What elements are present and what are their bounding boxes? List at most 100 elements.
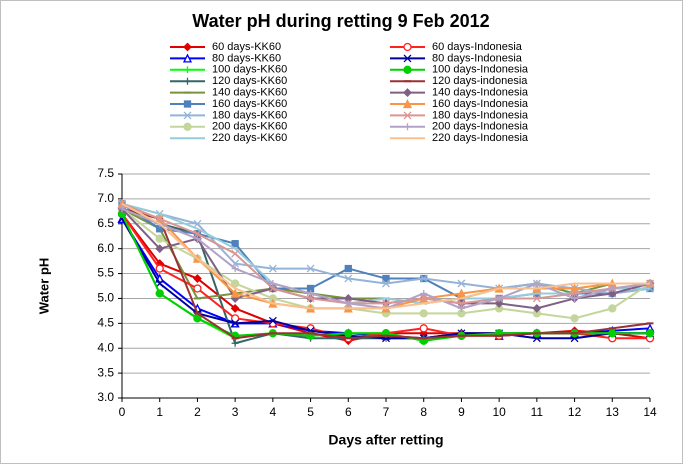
marker: [457, 299, 466, 308]
marker: [608, 284, 616, 292]
marker: [532, 303, 542, 313]
legend-item: 160 days-KK60: [170, 98, 287, 110]
legend-label: 220 days-KK60: [212, 132, 287, 144]
legend-item: 120 days-indonesia: [390, 75, 528, 87]
marker: [420, 289, 428, 297]
marker: [344, 299, 352, 307]
marker: [231, 265, 239, 273]
x-tick-label: 13: [606, 405, 620, 419]
marker: [193, 219, 202, 228]
legend-item: 220 days-KK60: [170, 132, 287, 144]
chart-title: Water pH during retting 9 Feb 2012: [192, 11, 489, 31]
marker: [403, 65, 412, 74]
marker: [382, 299, 390, 308]
marker: [457, 279, 466, 288]
marker: [608, 329, 617, 338]
marker: [193, 284, 202, 293]
x-tick-label: 3: [232, 405, 239, 419]
x-tick-label: 11: [531, 405, 544, 419]
x-tick-label: 7: [383, 405, 390, 419]
marker: [307, 289, 315, 297]
legend-label: 80 days-KK60: [212, 52, 281, 64]
x-tick-label: 14: [643, 405, 657, 419]
marker: [306, 264, 315, 273]
marker: [155, 244, 165, 254]
x-tick-label: 2: [194, 405, 201, 419]
x-tick-label: 0: [119, 405, 126, 419]
marker: [570, 283, 580, 293]
x-tick-label: 8: [420, 405, 427, 419]
marker: [269, 280, 277, 288]
legend-item: 60 days-Indonesia: [390, 41, 523, 53]
marker: [457, 304, 465, 312]
legend-label: 140 days-Indonesia: [432, 87, 529, 99]
marker: [183, 111, 192, 120]
marker: [193, 314, 202, 323]
legend-label: 60 days-Indonesia: [432, 41, 523, 53]
y-tick-label: 7.0: [97, 191, 114, 205]
legend-item: 80 days-KK60: [170, 52, 281, 64]
marker: [403, 54, 412, 63]
marker: [268, 264, 277, 273]
legend-item: 200 days-KK60: [170, 121, 287, 133]
marker: [306, 294, 315, 303]
x-tick-label: 5: [307, 405, 314, 419]
marker: [155, 264, 164, 273]
marker: [230, 279, 240, 288]
x-tick-label: 1: [156, 405, 163, 419]
marker: [183, 122, 192, 131]
marker: [403, 42, 412, 52]
marker: [494, 299, 504, 308]
marker: [183, 100, 192, 108]
x-tick-label: 6: [345, 405, 352, 419]
marker: [419, 324, 428, 333]
series-line: [121, 202, 650, 310]
y-tick-label: 3.0: [97, 390, 114, 404]
legend-label: 120 days-indonesia: [432, 75, 528, 87]
legend-item: 180 days-KK60: [170, 109, 287, 121]
x-tick-label: 9: [458, 405, 465, 419]
x-axis-title: Days after retting: [328, 432, 443, 448]
marker: [495, 294, 503, 302]
legend-item: 140 days-KK60: [170, 87, 287, 99]
marker: [193, 235, 201, 243]
y-tick-label: 5.0: [97, 291, 114, 305]
marker: [184, 77, 191, 85]
marker: [155, 214, 164, 223]
legend-item: 220 days-Indonesia: [390, 132, 529, 144]
marker: [532, 294, 541, 303]
y-tick-label: 4.5: [97, 316, 114, 330]
series: [121, 202, 650, 310]
marker: [268, 284, 277, 293]
marker: [344, 329, 353, 338]
marker: [570, 314, 579, 323]
legend-item: 200 days-Indonesia: [390, 121, 529, 133]
y-tick-label: 6.0: [97, 241, 114, 255]
marker: [419, 309, 428, 318]
marker: [268, 316, 277, 325]
marker: [230, 314, 240, 323]
x-tick-label: 12: [568, 405, 582, 419]
legend-item: 120 days-KK60: [170, 75, 287, 87]
legend-label: 120 days-KK60: [212, 75, 287, 87]
marker: [184, 66, 191, 74]
y-tick-label: 4.0: [97, 340, 114, 354]
marker: [183, 42, 192, 52]
legend-label: 100 days-Indonesia: [432, 64, 529, 76]
marker: [231, 240, 239, 248]
marker: [118, 205, 126, 213]
legend-label: 80 days-Indonesia: [432, 52, 523, 64]
marker: [193, 274, 202, 283]
legend-label: 180 days-Indonesia: [432, 109, 529, 121]
legend-label: 60 days-KK60: [212, 41, 281, 53]
legend-item: 140 days-Indonesia: [390, 87, 529, 99]
marker: [607, 289, 617, 298]
marker: [403, 88, 412, 98]
legend-item: 80 days-Indonesia: [390, 52, 523, 64]
y-tick-label: 5.5: [97, 266, 114, 280]
marker: [182, 53, 193, 63]
marker: [155, 234, 164, 243]
marker: [403, 111, 412, 120]
